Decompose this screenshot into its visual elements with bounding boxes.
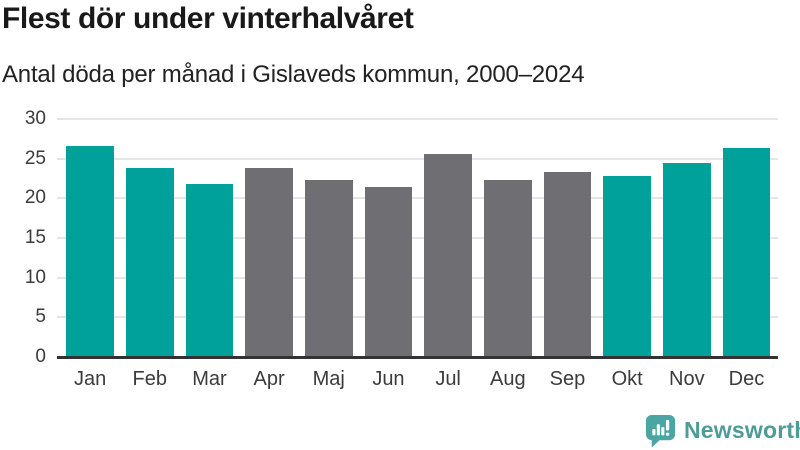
- x-tick-label-nov: Nov: [669, 368, 705, 390]
- x-tick-label-okt: Okt: [611, 368, 643, 390]
- bar-aug: [483, 180, 532, 357]
- y-tick-label-5: 5: [35, 306, 46, 328]
- x-tick-label-sep: Sep: [549, 368, 586, 390]
- x-tick-label-jun: Jun: [372, 368, 405, 390]
- x-tick-label-aug: Aug: [489, 368, 526, 390]
- bar-jul: [424, 153, 472, 357]
- newsworthy-logo: Newsworthy: [644, 413, 800, 448]
- newsworthy-logo-text: Newsworthy: [684, 417, 800, 443]
- y-tick-label-10: 10: [24, 266, 46, 288]
- bar-okt: [603, 176, 651, 357]
- gridline-y-5: [57, 316, 778, 319]
- x-tick-label-maj: Maj: [312, 368, 345, 390]
- bar-jan: [66, 146, 114, 357]
- y-tick-label-15: 15: [24, 227, 46, 249]
- y-tick-label-20: 20: [24, 187, 46, 209]
- chart-title: Flest dör under vinterhalvåret: [2, 2, 414, 35]
- gridline-y-15: [57, 237, 778, 240]
- gridline-y-30: [57, 118, 778, 121]
- x-tick-label-jul: Jul: [435, 368, 461, 390]
- bar-jun: [364, 186, 413, 357]
- y-tick-label-0: 0: [35, 346, 46, 367]
- bar-nov: [663, 162, 711, 357]
- x-tick-label-jan: Jan: [73, 368, 107, 390]
- bar-feb: [125, 168, 174, 357]
- y-tick-label-30: 30: [24, 108, 46, 130]
- bar-maj: [304, 180, 353, 357]
- x-tick-label-mar: Mar: [192, 368, 227, 390]
- bar-sep: [543, 172, 592, 357]
- gridline-y-20: [57, 197, 778, 200]
- x-tick-label-dec: Dec: [728, 368, 765, 390]
- y-tick-label-25: 25: [24, 147, 46, 169]
- x-tick-label-feb: Feb: [132, 368, 167, 390]
- x-tick-label-apr: Apr: [253, 368, 285, 390]
- bar-dec: [722, 147, 771, 357]
- chart-subtitle: Antal döda per månad i Gislaveds kommun,…: [2, 61, 585, 88]
- bar-mar: [185, 184, 234, 357]
- gridline-y-25: [57, 157, 778, 160]
- bar-apr: [245, 168, 293, 357]
- gridline-y-10: [57, 276, 778, 279]
- x-axis-line: [57, 356, 778, 359]
- newsworthy-logo-icon: [645, 414, 676, 448]
